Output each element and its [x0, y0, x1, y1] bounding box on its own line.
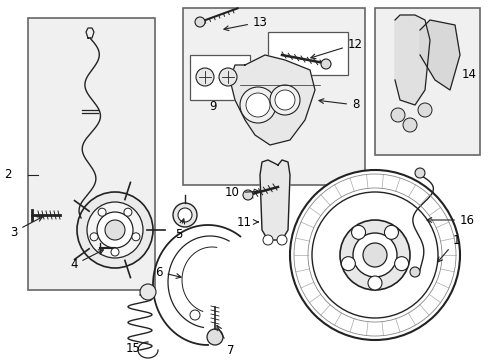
Circle shape [90, 233, 98, 241]
Polygon shape [394, 15, 429, 105]
Circle shape [196, 68, 214, 86]
Circle shape [206, 329, 223, 345]
Text: 3: 3 [10, 217, 42, 238]
Circle shape [384, 225, 398, 239]
Text: 15: 15 [125, 342, 140, 355]
Polygon shape [260, 160, 289, 240]
Circle shape [111, 248, 119, 256]
Circle shape [289, 170, 459, 340]
Circle shape [394, 257, 408, 271]
Text: 16: 16 [426, 213, 474, 226]
Circle shape [390, 108, 404, 122]
Bar [28, 18, 155, 290]
Text: 5: 5 [175, 219, 184, 242]
Circle shape [98, 208, 106, 216]
Text: 2: 2 [4, 168, 12, 181]
Polygon shape [419, 20, 459, 90]
Polygon shape [229, 55, 314, 145]
Circle shape [414, 168, 424, 178]
Circle shape [339, 220, 409, 290]
Circle shape [190, 310, 200, 320]
Text: 10: 10 [224, 186, 259, 199]
Text: 9: 9 [209, 100, 216, 113]
Text: 8: 8 [318, 99, 359, 112]
Circle shape [341, 257, 355, 271]
Bar [190, 55, 249, 100]
Circle shape [178, 208, 192, 222]
Circle shape [173, 203, 197, 227]
Text: 6: 6 [155, 266, 181, 279]
Circle shape [87, 202, 142, 258]
Text: 13: 13 [224, 15, 267, 31]
Circle shape [245, 93, 269, 117]
Text: 1: 1 [437, 234, 460, 262]
Circle shape [240, 87, 275, 123]
Circle shape [320, 59, 330, 69]
Text: 7: 7 [217, 325, 234, 356]
Circle shape [219, 68, 237, 86]
Circle shape [263, 235, 272, 245]
Circle shape [269, 85, 299, 115]
Circle shape [243, 190, 252, 200]
Circle shape [276, 235, 286, 245]
Text: 12: 12 [310, 37, 362, 59]
Circle shape [352, 233, 396, 277]
Text: 11: 11 [237, 216, 258, 229]
Circle shape [140, 284, 156, 300]
Bar [267, 32, 347, 75]
Circle shape [351, 225, 365, 239]
Circle shape [274, 90, 294, 110]
Bar [374, 8, 479, 155]
Circle shape [77, 192, 153, 268]
Circle shape [417, 103, 431, 117]
Circle shape [409, 267, 419, 277]
Text: 14: 14 [461, 68, 476, 81]
Circle shape [195, 17, 204, 27]
Text: 4: 4 [70, 250, 103, 271]
Circle shape [97, 212, 133, 248]
Circle shape [367, 276, 381, 290]
Circle shape [123, 208, 132, 216]
Circle shape [362, 243, 386, 267]
Circle shape [105, 220, 125, 240]
Bar [183, 8, 364, 185]
Circle shape [132, 233, 140, 241]
Circle shape [402, 118, 416, 132]
